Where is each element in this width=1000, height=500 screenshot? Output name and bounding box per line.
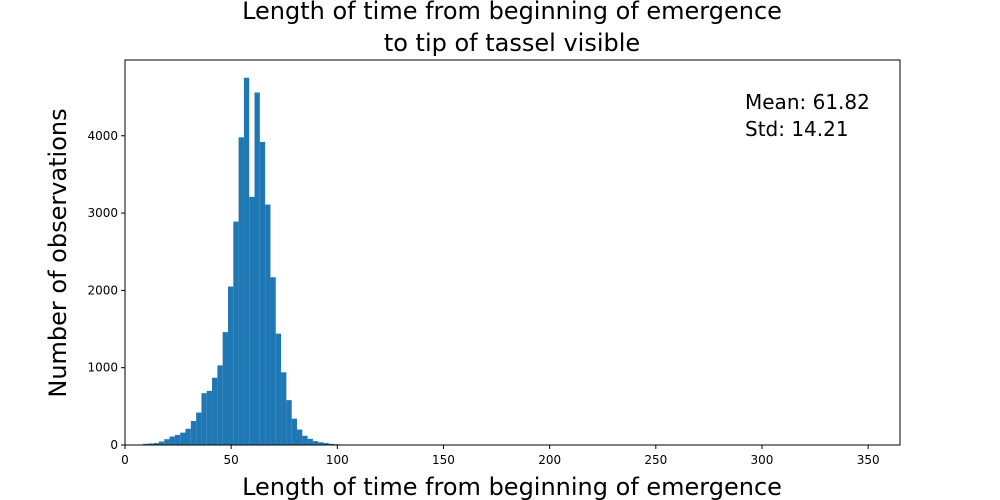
histogram-bar bbox=[217, 365, 223, 445]
histogram-bar bbox=[265, 204, 271, 445]
histogram-bar bbox=[275, 333, 282, 445]
y-axis-label: Number of observations bbox=[44, 108, 72, 397]
histogram-bar bbox=[233, 221, 239, 445]
histogram-bar bbox=[270, 277, 276, 445]
histogram-bar bbox=[190, 421, 197, 445]
histogram-bar bbox=[158, 441, 165, 445]
histogram-bar bbox=[318, 442, 324, 445]
histogram-bar bbox=[153, 443, 159, 445]
histogram-bar bbox=[174, 434, 181, 445]
histogram-bar bbox=[281, 372, 287, 445]
x-axis-label: Length of time from beginning of emergen… bbox=[242, 473, 782, 500]
histogram-bar bbox=[148, 443, 154, 445]
histogram-bar bbox=[312, 441, 319, 445]
chart-title-line-1: Length of time from beginning of emergen… bbox=[242, 0, 782, 25]
stats-annotation: Mean: 61.82 Std: 14.21 bbox=[745, 90, 870, 141]
histogram-bar bbox=[196, 412, 202, 445]
plot-area bbox=[143, 77, 356, 445]
histogram-bar bbox=[302, 435, 308, 445]
histogram-bar bbox=[249, 196, 255, 445]
histogram-bar bbox=[259, 141, 266, 445]
std-annotation: Std: 14.21 bbox=[745, 117, 849, 141]
histogram-bar bbox=[291, 418, 297, 445]
histogram-bar bbox=[323, 443, 329, 445]
histogram-bar bbox=[206, 390, 213, 445]
histogram-bar bbox=[180, 432, 186, 445]
y-tick-label: 3000 bbox=[87, 206, 118, 220]
histogram-bar bbox=[296, 429, 303, 445]
y-tick-label: 2000 bbox=[87, 283, 118, 297]
y-tick-label: 1000 bbox=[87, 361, 118, 375]
chart-title-line-2: to tip of tassel visible bbox=[384, 29, 640, 57]
x-tick-label: 150 bbox=[432, 453, 455, 467]
histogram-bar bbox=[212, 377, 218, 445]
histogram-bar bbox=[238, 137, 244, 445]
x-axis-ticks: 0 50 100 150 200 250 300 350 bbox=[121, 445, 880, 467]
histogram-bar bbox=[328, 443, 335, 445]
chart-title: Length of time from beginning of emergen… bbox=[242, 0, 782, 57]
histogram-bar bbox=[169, 436, 175, 445]
y-tick-label: 0 bbox=[110, 438, 118, 452]
y-tick-label: 4000 bbox=[87, 129, 118, 143]
x-tick-label: 250 bbox=[644, 453, 667, 467]
x-tick-label: 200 bbox=[538, 453, 561, 467]
x-tick-label: 300 bbox=[751, 453, 774, 467]
x-tick-label: 350 bbox=[857, 453, 880, 467]
histogram-bar bbox=[227, 286, 234, 445]
histogram-bar bbox=[286, 400, 292, 445]
histogram-bar bbox=[164, 439, 170, 445]
x-tick-label: 100 bbox=[326, 453, 349, 467]
x-tick-label: 0 bbox=[121, 453, 129, 467]
histogram-bar bbox=[143, 443, 149, 445]
histogram-bar bbox=[201, 393, 207, 445]
histogram-bar bbox=[222, 332, 228, 445]
axes-frame bbox=[124, 59, 901, 446]
x-tick-label: 50 bbox=[224, 453, 239, 467]
mean-annotation: Mean: 61.82 bbox=[745, 90, 870, 114]
histogram-bar bbox=[243, 77, 250, 445]
histogram-bar bbox=[307, 438, 313, 445]
y-axis-ticks: 0 1000 2000 3000 4000 bbox=[87, 129, 125, 452]
histogram-bar bbox=[254, 92, 260, 445]
histogram-bar bbox=[185, 428, 191, 445]
